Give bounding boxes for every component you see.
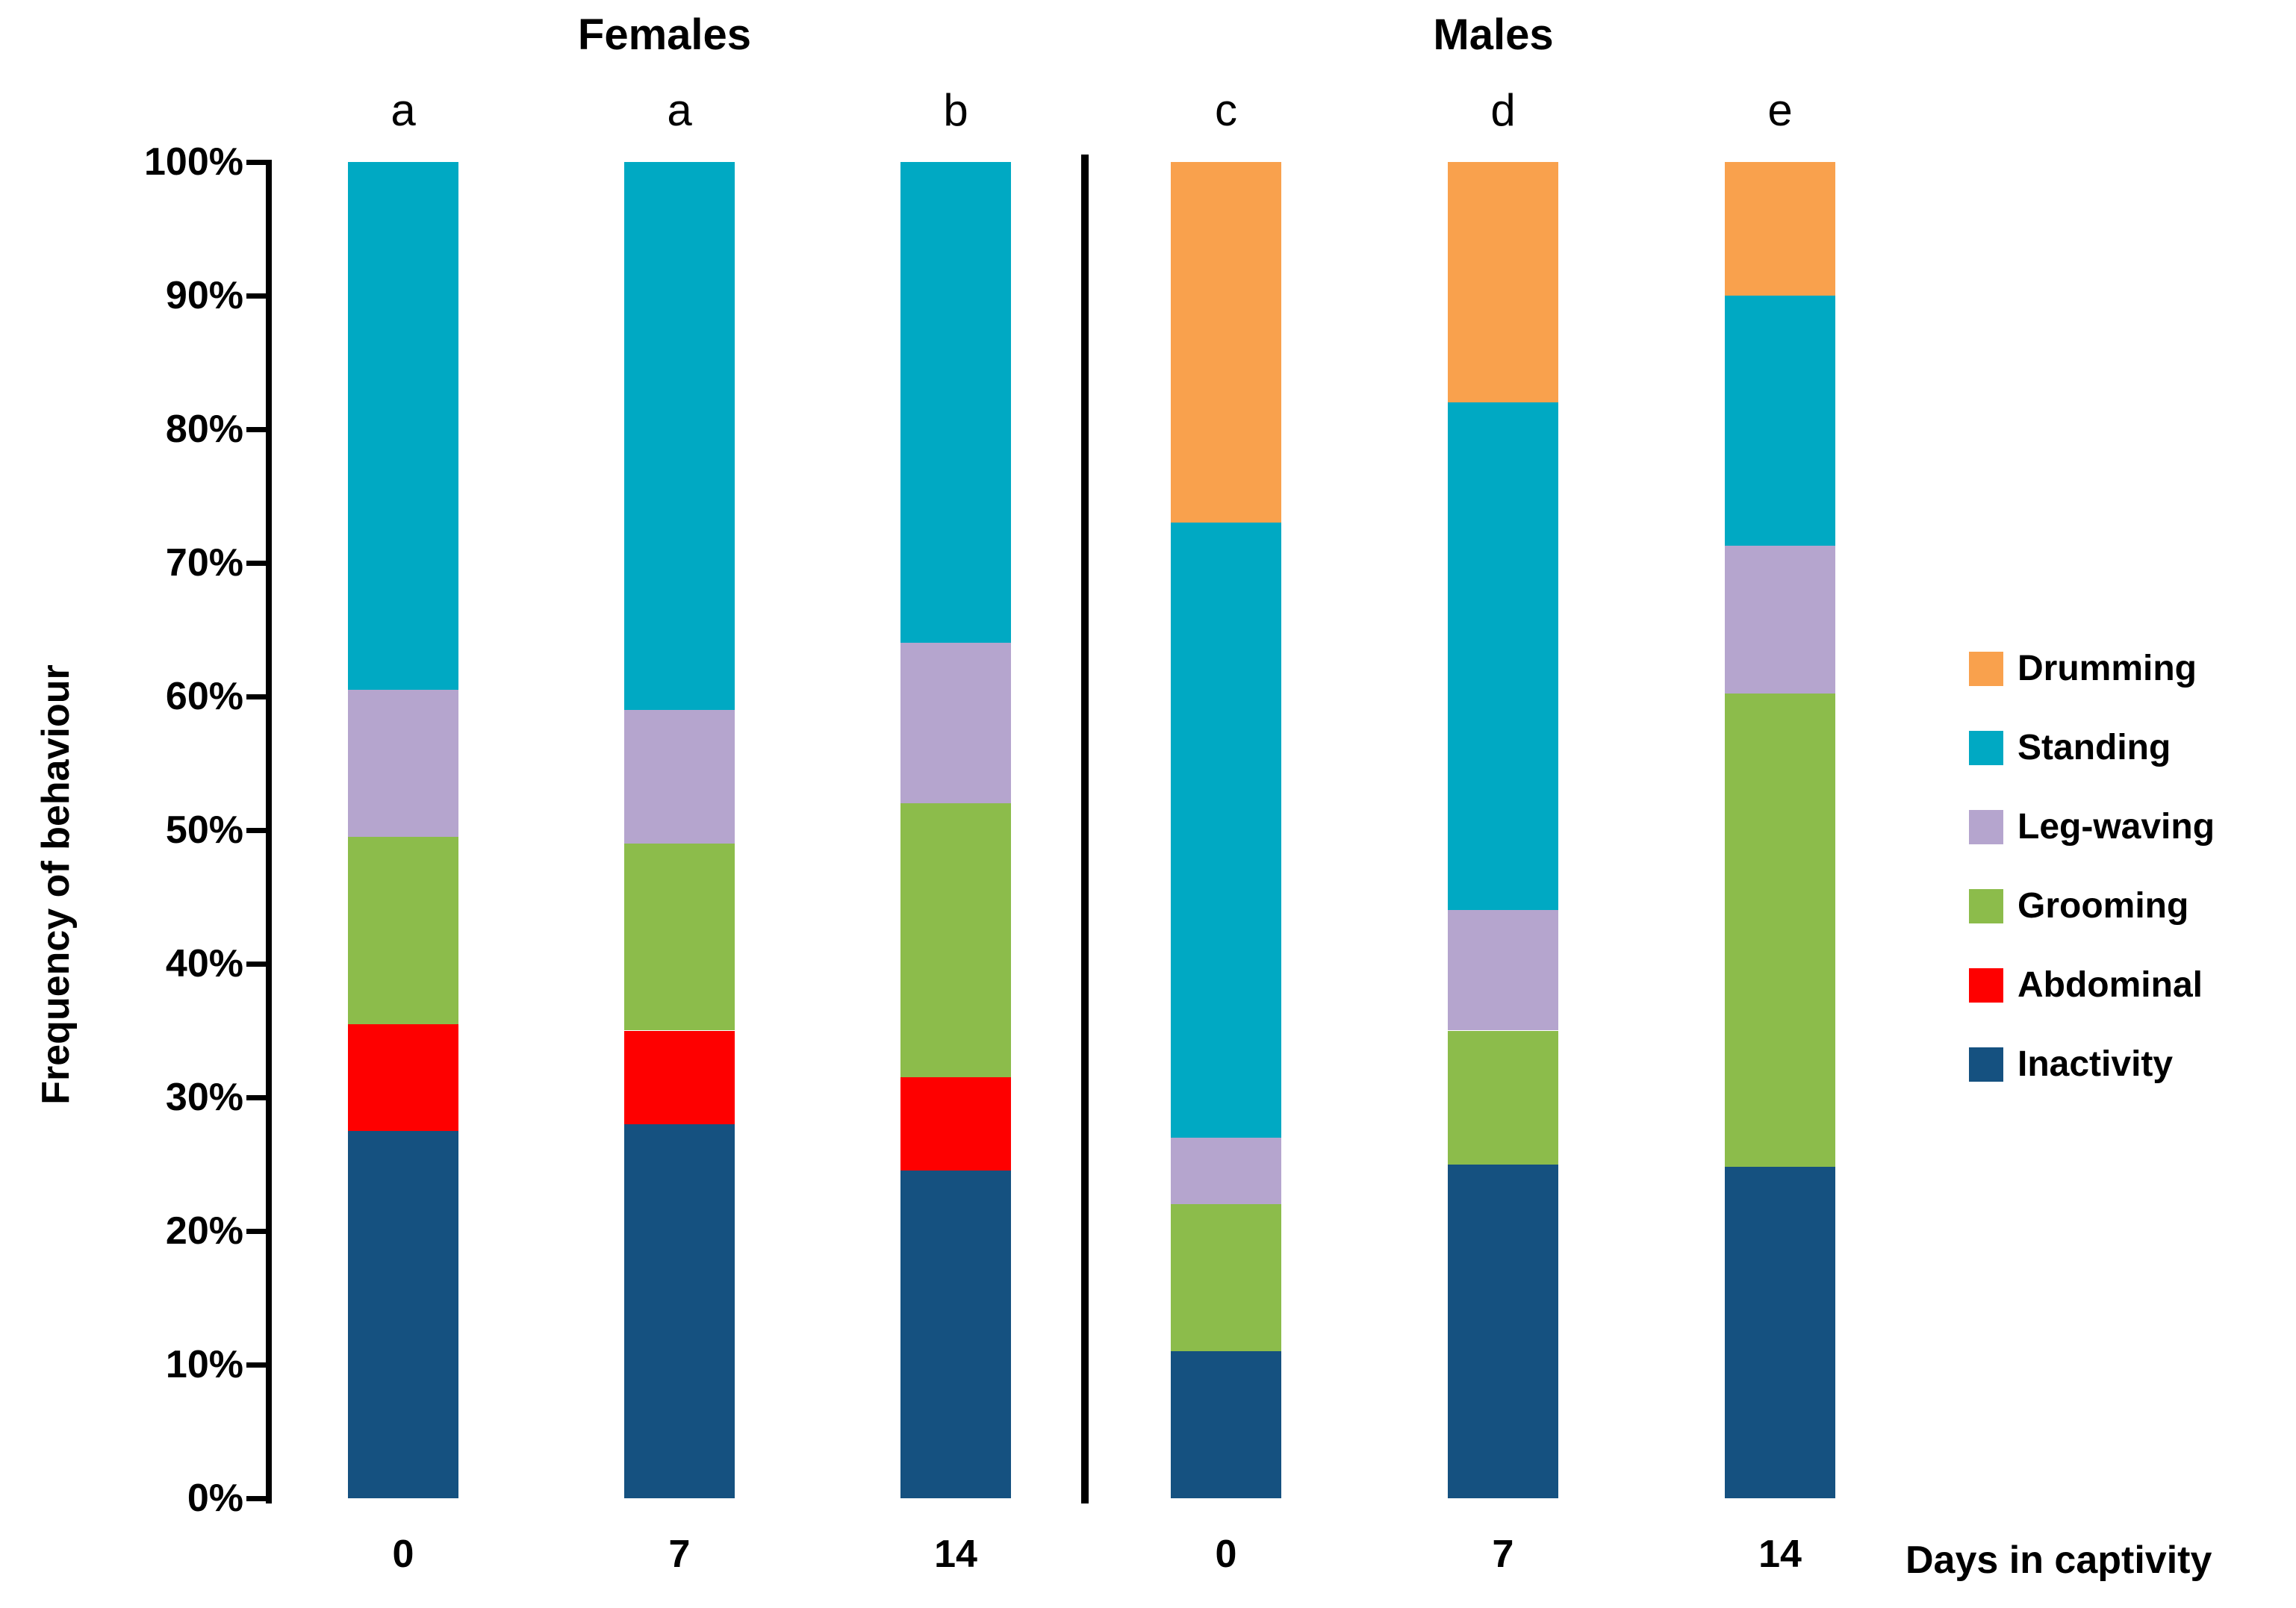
bar-segment-leg-waving <box>348 690 458 837</box>
bar-significance-letter: a <box>667 85 692 135</box>
y-axis-tick <box>246 1496 266 1501</box>
bar-segment-leg-waving <box>624 709 735 844</box>
y-axis-line <box>266 160 272 1503</box>
y-axis-tick <box>246 293 266 299</box>
y-axis-tick-label: 50% <box>165 808 243 852</box>
x-tick-label: 0 <box>1215 1533 1237 1576</box>
bar-segment-inactivity <box>1171 1351 1281 1498</box>
bar-segment-standing <box>348 162 458 691</box>
legend-swatch-standing <box>1969 731 2003 765</box>
y-axis-tick <box>246 1095 266 1100</box>
y-axis-tick-label: 40% <box>165 942 243 985</box>
y-axis-tick <box>246 561 266 566</box>
bar-segment-standing <box>624 162 735 710</box>
group-title-females: Females <box>577 10 752 59</box>
y-axis-tick <box>246 160 266 165</box>
y-axis-title: Frequency of behaviour <box>34 664 78 1105</box>
bar-segment-abdominal <box>348 1023 458 1131</box>
bar-significance-letter: a <box>391 85 416 135</box>
x-tick-label: 14 <box>934 1533 977 1576</box>
legend-swatch-grooming <box>1969 889 2003 923</box>
y-axis-tick-label: 80% <box>165 408 243 451</box>
x-axis-title: Days in captivity <box>1905 1539 2212 1582</box>
bar-segment-drumming <box>1725 162 1835 296</box>
bar-significance-letter: c <box>1215 85 1237 135</box>
x-tick-label: 7 <box>668 1533 691 1576</box>
group-title-males: Males <box>1433 10 1554 59</box>
bar-segment-inactivity <box>1448 1164 1558 1498</box>
y-axis-tick-label: 0% <box>187 1477 243 1520</box>
x-tick-label: 7 <box>1492 1533 1514 1576</box>
bar-segment-abdominal <box>900 1077 1011 1171</box>
y-axis-tick <box>246 1362 266 1368</box>
bar-segment-grooming <box>348 836 458 1024</box>
bar-segment-grooming <box>900 803 1011 1078</box>
y-axis-tick-label: 60% <box>165 675 243 718</box>
bar-segment-grooming <box>624 843 735 1031</box>
y-axis-tick-label: 30% <box>165 1076 243 1119</box>
bar-segment-leg-waving <box>900 643 1011 804</box>
y-axis-tick <box>246 427 266 432</box>
bar-significance-letter: b <box>943 85 968 135</box>
y-axis-tick-label: 90% <box>165 274 243 317</box>
x-tick-label: 0 <box>392 1533 414 1576</box>
bar-segment-inactivity <box>624 1124 735 1498</box>
y-axis-tick-label: 100% <box>144 140 243 184</box>
bar-significance-letter: d <box>1490 85 1516 135</box>
bar-segment-standing <box>900 162 1011 643</box>
bar-segment-drumming <box>1448 162 1558 403</box>
bar-segment-leg-waving <box>1725 545 1835 694</box>
bar-segment-leg-waving <box>1448 910 1558 1031</box>
legend-swatch-drumming <box>1969 652 2003 686</box>
bar-segment-standing <box>1725 296 1835 546</box>
bar-segment-standing <box>1448 402 1558 911</box>
bar-segment-standing <box>1171 523 1281 1138</box>
y-axis-tick-label: 10% <box>165 1343 243 1386</box>
bar-segment-drumming <box>1171 162 1281 523</box>
legend-label-drumming: Drumming <box>2017 649 2197 688</box>
y-axis-tick <box>246 828 266 833</box>
legend-label-standing: Standing <box>2017 728 2171 767</box>
legend-label-leg-waving: Leg-waving <box>2017 807 2215 847</box>
bar-segment-inactivity <box>348 1130 458 1498</box>
bar-segment-abdominal <box>624 1030 735 1124</box>
y-axis-tick <box>246 962 266 967</box>
bar-segment-grooming <box>1448 1030 1558 1165</box>
x-tick-label: 14 <box>1758 1533 1802 1576</box>
y-axis-tick <box>246 1229 266 1234</box>
bar-segment-inactivity <box>900 1171 1011 1498</box>
y-axis-tick-label: 20% <box>165 1209 243 1253</box>
bar-significance-letter: e <box>1767 85 1793 135</box>
legend-swatch-abdominal <box>1969 968 2003 1003</box>
bar-segment-grooming <box>1171 1204 1281 1352</box>
y-axis-tick-label: 70% <box>165 541 243 585</box>
legend-label-abdominal: Abdominal <box>2017 965 2203 1005</box>
group-divider-line <box>1081 155 1089 1503</box>
bar-segment-grooming <box>1725 694 1835 1168</box>
bar-segment-inactivity <box>1725 1167 1835 1498</box>
legend-label-inactivity: Inactivity <box>2017 1044 2174 1084</box>
legend-swatch-inactivity <box>1969 1047 2003 1082</box>
y-axis-tick <box>246 694 266 699</box>
bar-segment-leg-waving <box>1171 1137 1281 1205</box>
legend-swatch-leg-waving <box>1969 810 2003 844</box>
legend-label-grooming: Grooming <box>2017 886 2189 926</box>
